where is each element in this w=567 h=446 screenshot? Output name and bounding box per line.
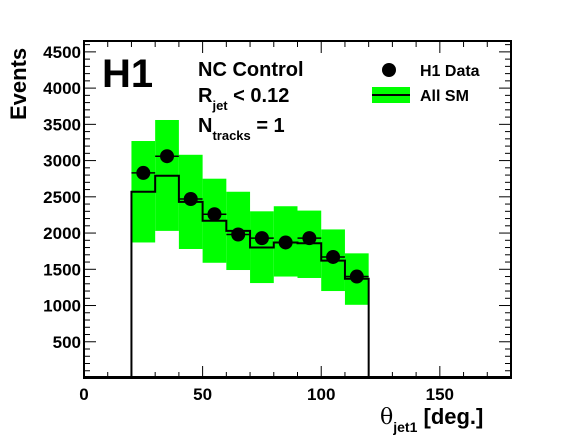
y-tick-label: 3000 [43,152,81,171]
annotation-rjet-rest: < 0.12 [228,85,290,107]
data-point [326,249,341,264]
annotation-selection: NC Control [198,59,304,81]
y-axis-label: Events [6,48,31,120]
annotation-ntracks: Ntracks = 1 [198,115,285,143]
data-point [278,235,293,250]
y-tick-label: 2500 [43,188,81,207]
annotation-rjet-sub: jet [211,98,228,113]
annotation-rjet: Rjet < 0.12 [198,85,289,113]
x-tick-label: 100 [307,385,335,404]
x-axis-label-sub: jet1 [392,419,417,435]
annotation-ntracks-sub: tracks [212,128,250,143]
annotation-ntracks-rest: = 1 [251,115,285,137]
y-tick-label: 2000 [43,224,81,243]
legend-data-marker [382,63,396,77]
data-point [349,269,364,284]
data-point [207,207,222,222]
data-point [136,165,151,180]
x-tick-label: 150 [426,385,454,404]
axis-ticks [83,41,512,379]
y-tick-label: 500 [53,333,81,352]
data-point [302,231,317,246]
legend-sm-label: All SM [420,88,469,105]
x-tick-label: 0 [79,385,88,404]
data-point [160,149,175,164]
x-tick-label: 50 [193,385,212,404]
x-axis-label: θjet1 [deg.] [380,404,483,435]
data-points [131,149,369,284]
y-tick-label: 1000 [43,297,81,316]
sm-uncertainty-band [131,119,369,305]
annotation-ntracks-main: N [198,115,212,137]
h1-logo: H1 [102,52,153,96]
axis-tick-labels: 0 50 100 150 500 1000 1500 2000 2500 3000 3500 4000… [43,43,454,404]
annotation-rjet-main: R [198,85,213,107]
data-point [254,231,269,246]
y-tick-label: 1500 [43,260,81,279]
legend: H1 Data All SM [372,63,480,105]
x-axis-label-symbol: θ [380,405,393,430]
data-point [231,227,246,242]
y-tick-label: 3500 [43,115,81,134]
legend-data-label: H1 Data [420,63,480,80]
y-tick-label: 4000 [43,79,81,98]
x-axis-label-units: [deg.] [417,404,483,429]
data-point [183,191,198,206]
y-tick-label: 4500 [43,43,81,62]
